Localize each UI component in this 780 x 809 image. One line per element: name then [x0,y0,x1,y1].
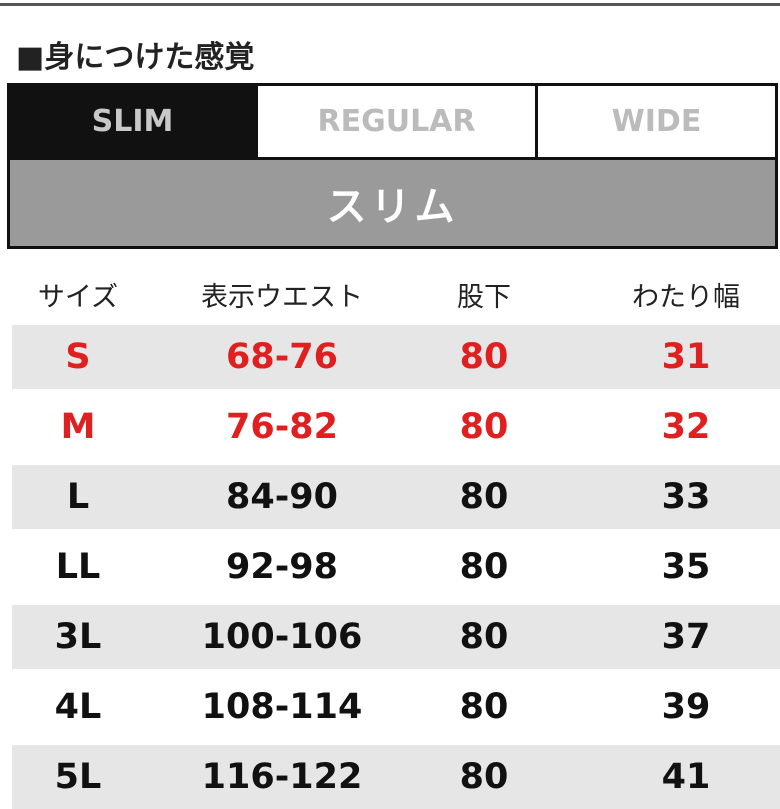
tab[interactable]: WIDE [538,86,775,157]
table-cell: 41 [661,757,711,797]
table-cell: 80 [459,337,509,377]
table-cell: 80 [459,687,509,727]
column-header: サイズ [37,281,119,313]
table-cell: 92-98 [226,547,338,587]
table-cell: 116-122 [201,757,363,797]
table-cell: 39 [661,687,711,727]
column-header: 表示ウエスト [201,281,363,313]
table-cell: 3L [54,617,102,657]
fit-tabs: SLIM REGULAR WIDE スリム [7,83,778,249]
table-cell: 33 [661,477,711,517]
table-cell: S [65,337,91,377]
table-row: 3L 100-106 80 37 [12,605,780,669]
table-cell: 80 [459,757,509,797]
table-cell: 80 [459,547,509,587]
table-row: 5L 116-122 80 41 [12,745,780,809]
header-row: サイズ 表示ウエスト 股下 わたり幅 [12,262,780,326]
table-cell: 80 [459,477,509,517]
column-header: わたり幅 [632,281,740,313]
table-cell: 108-114 [201,687,363,727]
table-cell: 84-90 [226,477,338,517]
table-cell: 76-82 [226,407,338,447]
tab[interactable]: SLIM [10,86,255,157]
table-row: S 68-76 80 31 [12,325,780,389]
column-header: 股下 [457,281,511,313]
table-cell: M [60,407,96,447]
section-title: ■身につけた感覚 [16,40,255,75]
table-cell: LL [55,547,101,587]
fit-banner: スリム [10,160,775,246]
table-cell: 100-106 [201,617,363,657]
table-row: 4L 108-114 80 39 [12,675,780,739]
table-cell: 5L [54,757,102,797]
table-cell: 31 [661,337,711,377]
table-cell: 68-76 [226,337,338,377]
table-row: LL 92-98 80 35 [12,535,780,599]
table-cell: 4L [54,687,102,727]
table-cell: 80 [459,407,509,447]
table-cell: 35 [661,547,711,587]
table-cell: 37 [661,617,711,657]
table-cell: 32 [661,407,711,447]
top-bar [0,0,780,6]
table-row: L 84-90 80 33 [12,465,780,529]
table-row: M 76-82 80 32 [12,395,780,459]
table-cell: L [66,477,90,517]
tab[interactable]: REGULAR [258,86,535,157]
table-cell: 80 [459,617,509,657]
